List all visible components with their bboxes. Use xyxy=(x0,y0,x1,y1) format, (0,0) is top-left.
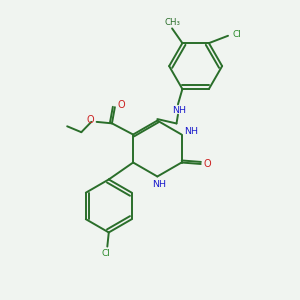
Text: NH: NH xyxy=(172,106,186,115)
Text: O: O xyxy=(203,159,211,169)
Text: O: O xyxy=(87,115,94,124)
Text: NH: NH xyxy=(152,180,166,189)
Text: NH: NH xyxy=(184,127,198,136)
Text: O: O xyxy=(118,100,125,110)
Text: Cl: Cl xyxy=(101,249,110,258)
Text: CH₃: CH₃ xyxy=(164,18,180,27)
Text: Cl: Cl xyxy=(232,30,241,39)
